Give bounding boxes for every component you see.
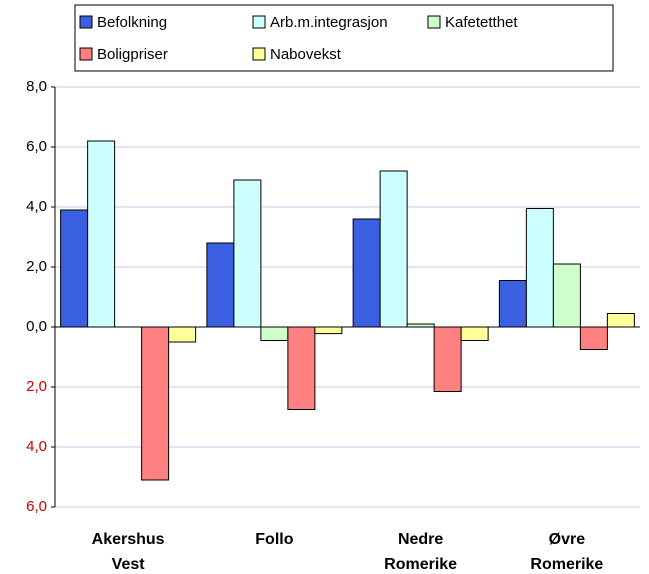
legend-swatch	[79, 47, 93, 61]
legend-label: Nabovekst	[270, 46, 342, 63]
x-tick-label: Øvre Romerike	[530, 531, 603, 573]
x-tick-label: Follo	[255, 531, 293, 548]
bar	[525, 208, 554, 328]
y-tick-label: 0,0	[26, 318, 47, 335]
x-tick-label-line: Akershus	[92, 531, 165, 548]
bar	[287, 326, 316, 410]
x-tick-label-line: Romerike	[384, 556, 457, 573]
y-tick-label: 4,0	[26, 438, 47, 455]
x-tick-label-line: Øvre	[549, 531, 586, 548]
bar	[460, 326, 489, 341]
bar	[60, 209, 89, 328]
bar	[379, 170, 408, 328]
bar	[314, 326, 343, 335]
bar	[552, 263, 581, 328]
bar	[168, 326, 197, 343]
bar	[260, 326, 289, 341]
x-tick-label-line: Vest	[112, 556, 146, 573]
bar	[141, 326, 170, 481]
y-tick-label: 2,0	[26, 378, 47, 395]
legend-swatch	[427, 15, 441, 29]
bar	[233, 179, 262, 328]
y-tick-label: 6,0	[26, 138, 47, 155]
legend-box	[74, 4, 614, 72]
bar	[433, 326, 462, 392]
bar	[498, 280, 527, 328]
x-tick-label: Akershus Vest	[92, 531, 165, 573]
legend-label: Boligpriser	[97, 46, 168, 63]
bar	[352, 218, 381, 328]
legend-swatch	[252, 15, 266, 29]
legend-label: Kafetetthet	[445, 14, 518, 31]
legend-swatch	[252, 47, 266, 61]
y-tick-label: 8,0	[26, 78, 47, 95]
legend-label: Arb.m.integrasjon	[270, 14, 388, 31]
bar	[87, 140, 116, 328]
y-tick-label: 2,0	[26, 258, 47, 275]
y-tick-label: 4,0	[26, 198, 47, 215]
legend-swatch	[79, 15, 93, 29]
y-tick-label: 6,0	[26, 498, 47, 515]
x-tick-label-line: Nedre	[398, 531, 443, 548]
legend-label: Befolkning	[97, 14, 167, 31]
x-tick-label: Nedre Romerike	[384, 531, 457, 573]
x-tick-label-line: Romerike	[530, 556, 603, 573]
bar	[606, 313, 635, 328]
bar	[579, 326, 608, 350]
bar	[206, 242, 235, 328]
